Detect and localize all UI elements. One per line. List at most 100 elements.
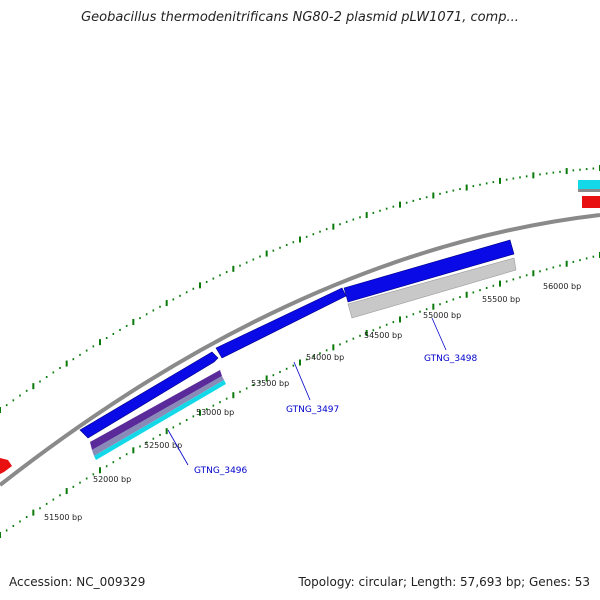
minor-tick	[485, 182, 488, 185]
tick-label-53500: 53500 bp	[251, 379, 289, 388]
major-tick	[265, 375, 268, 382]
minor-tick	[259, 380, 261, 383]
minor-tick	[185, 419, 188, 422]
major-tick	[565, 260, 568, 267]
minor-tick	[539, 270, 541, 273]
minor-tick	[185, 291, 188, 294]
minor-tick	[352, 218, 355, 221]
major-tick	[499, 177, 501, 184]
minor-tick	[412, 199, 415, 202]
leader-gtng-3498	[431, 317, 447, 351]
major-tick	[465, 184, 468, 191]
minor-tick	[392, 205, 395, 208]
minor-tick	[5, 529, 8, 532]
cds-block-1[interactable]	[79, 351, 219, 439]
tick-label-54000: 54000 bp	[306, 353, 344, 362]
red-feature-left[interactable]	[0, 458, 12, 474]
minor-tick	[85, 477, 88, 480]
minor-tick	[352, 337, 355, 340]
inner-dotted-ring	[0, 252, 600, 538]
major-tick	[465, 291, 468, 298]
minor-tick	[119, 457, 121, 460]
leader-gtng-3496	[167, 429, 189, 466]
major-tick	[132, 447, 135, 454]
major-tick	[232, 265, 235, 272]
minor-tick	[572, 169, 575, 172]
minor-tick	[545, 268, 548, 271]
minor-tick	[139, 445, 141, 448]
minor-tick	[519, 176, 521, 179]
minor-tick	[425, 196, 428, 199]
tick-label-54500: 54500 bp	[364, 331, 402, 340]
major-tick	[432, 192, 435, 199]
gene-label-gtng-3497[interactable]: GTNG_3497	[286, 405, 339, 415]
outer-dotted-ring	[0, 165, 600, 413]
minor-tick	[139, 317, 141, 320]
minor-tick	[325, 228, 328, 231]
minor-tick	[479, 289, 481, 292]
minor-tick	[125, 324, 128, 327]
minor-tick	[345, 340, 348, 343]
accession-label: Accession: NC_009329	[9, 575, 146, 589]
minor-tick	[372, 329, 375, 332]
minor-tick	[79, 353, 81, 356]
minor-tick	[279, 370, 281, 373]
minor-tick	[179, 422, 181, 425]
minor-tick	[112, 461, 115, 464]
gene-label-gtng-3498[interactable]: GTNG_3498	[424, 354, 478, 364]
major-tick	[199, 282, 201, 289]
minor-tick	[152, 309, 155, 312]
minor-tick	[12, 524, 15, 527]
minor-tick	[319, 230, 321, 233]
minor-tick	[479, 183, 481, 186]
minor-tick	[392, 321, 395, 324]
minor-tick	[272, 374, 275, 377]
minor-tick	[45, 375, 48, 378]
minor-tick	[579, 259, 581, 262]
minor-tick	[212, 404, 215, 407]
major-tick	[299, 359, 301, 366]
minor-tick	[405, 201, 408, 204]
reverse-cds-gray[interactable]	[347, 257, 517, 319]
tick-label-56000: 56000 bp	[543, 282, 581, 291]
cds-striped[interactable]	[90, 370, 226, 460]
cds-block-3[interactable]	[343, 239, 515, 303]
gene-label-gtng-3496[interactable]: GTNG_3496	[194, 466, 248, 476]
minor-tick	[105, 465, 108, 468]
minor-tick	[539, 173, 541, 176]
minor-tick	[492, 181, 495, 184]
minor-tick	[239, 264, 241, 267]
minor-tick	[419, 198, 421, 201]
red-feature-right[interactable]	[582, 196, 600, 208]
minor-tick	[305, 235, 308, 238]
minor-tick	[485, 286, 488, 289]
minor-tick	[585, 168, 588, 171]
cyan-feature[interactable]	[578, 180, 600, 190]
cds-block-2[interactable]	[215, 287, 347, 359]
minor-tick	[172, 298, 175, 301]
tick-label-55000: 55000 bp	[423, 311, 461, 320]
minor-tick	[559, 170, 561, 173]
major-tick	[365, 329, 368, 336]
minor-tick	[379, 209, 381, 212]
minor-tick	[472, 291, 475, 294]
minor-tick	[72, 485, 75, 488]
minor-tick	[559, 264, 561, 267]
map-title: Geobacillus thermodenitrificans NG80-2 p…	[81, 10, 519, 25]
minor-tick	[239, 390, 241, 393]
tick-label-52000: 52000 bp	[93, 475, 131, 484]
minor-tick	[445, 300, 448, 303]
minor-tick	[385, 207, 388, 210]
major-tick	[499, 280, 501, 287]
major-tick	[0, 532, 1, 538]
major-tick	[65, 360, 68, 367]
minor-tick	[192, 415, 195, 418]
minor-tick	[585, 257, 588, 260]
minor-tick	[92, 345, 95, 348]
minor-tick	[85, 349, 88, 352]
minor-tick	[12, 399, 15, 402]
minor-tick	[492, 284, 495, 287]
minor-tick	[505, 178, 508, 181]
minor-tick	[25, 516, 28, 519]
